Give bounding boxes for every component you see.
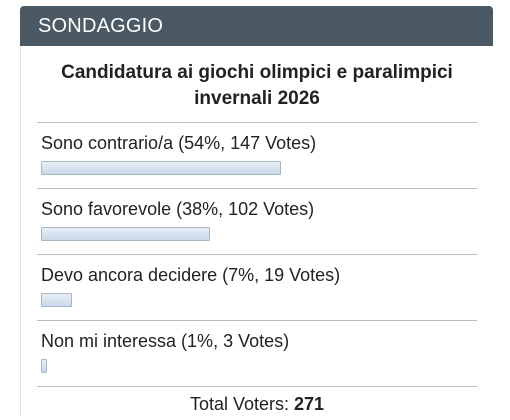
poll-result-bar	[41, 359, 47, 373]
poll-widget: SONDAGGIO Candidatura ai giochi olimpici…	[20, 6, 493, 416]
total-voters-value: 271	[294, 394, 325, 414]
poll-answer: Non mi interessa (1%, 3 Votes)	[37, 320, 477, 386]
poll-answer-label: Non mi interessa (1%, 3 Votes)	[41, 331, 290, 351]
poll-body: Candidatura ai giochi olimpici e paralim…	[20, 46, 493, 416]
poll-result-bar	[41, 227, 210, 241]
poll-bar-track	[41, 227, 473, 243]
poll-answer-label: Sono contrario/a (54%, 147 Votes)	[41, 133, 317, 153]
poll-bar-track	[41, 359, 473, 375]
poll-question: Candidatura ai giochi olimpici e paralim…	[61, 62, 453, 109]
poll-answer: Sono contrario/a (54%, 147 Votes)	[37, 122, 477, 188]
widget-header: SONDAGGIO	[20, 6, 493, 46]
poll-result-bar	[41, 293, 72, 307]
poll-answer-label: Devo ancora decidere (7%, 19 Votes)	[41, 265, 341, 285]
total-voters-label: Total Voters:	[189, 394, 289, 414]
poll-bar-track	[41, 293, 473, 309]
widget-title: SONDAGGIO	[38, 14, 164, 37]
poll-answer: Devo ancora decidere (7%, 19 Votes)	[37, 254, 477, 320]
poll-bar-track	[41, 161, 473, 177]
poll-answer: Sono favorevole (38%, 102 Votes)	[37, 188, 477, 254]
poll-answer-label: Sono favorevole (38%, 102 Votes)	[41, 199, 315, 219]
poll-total: Total Voters: 271	[37, 386, 477, 415]
poll-result-bar	[41, 161, 281, 175]
poll-answers: Sono contrario/a (54%, 147 Votes) Sono f…	[37, 122, 477, 386]
